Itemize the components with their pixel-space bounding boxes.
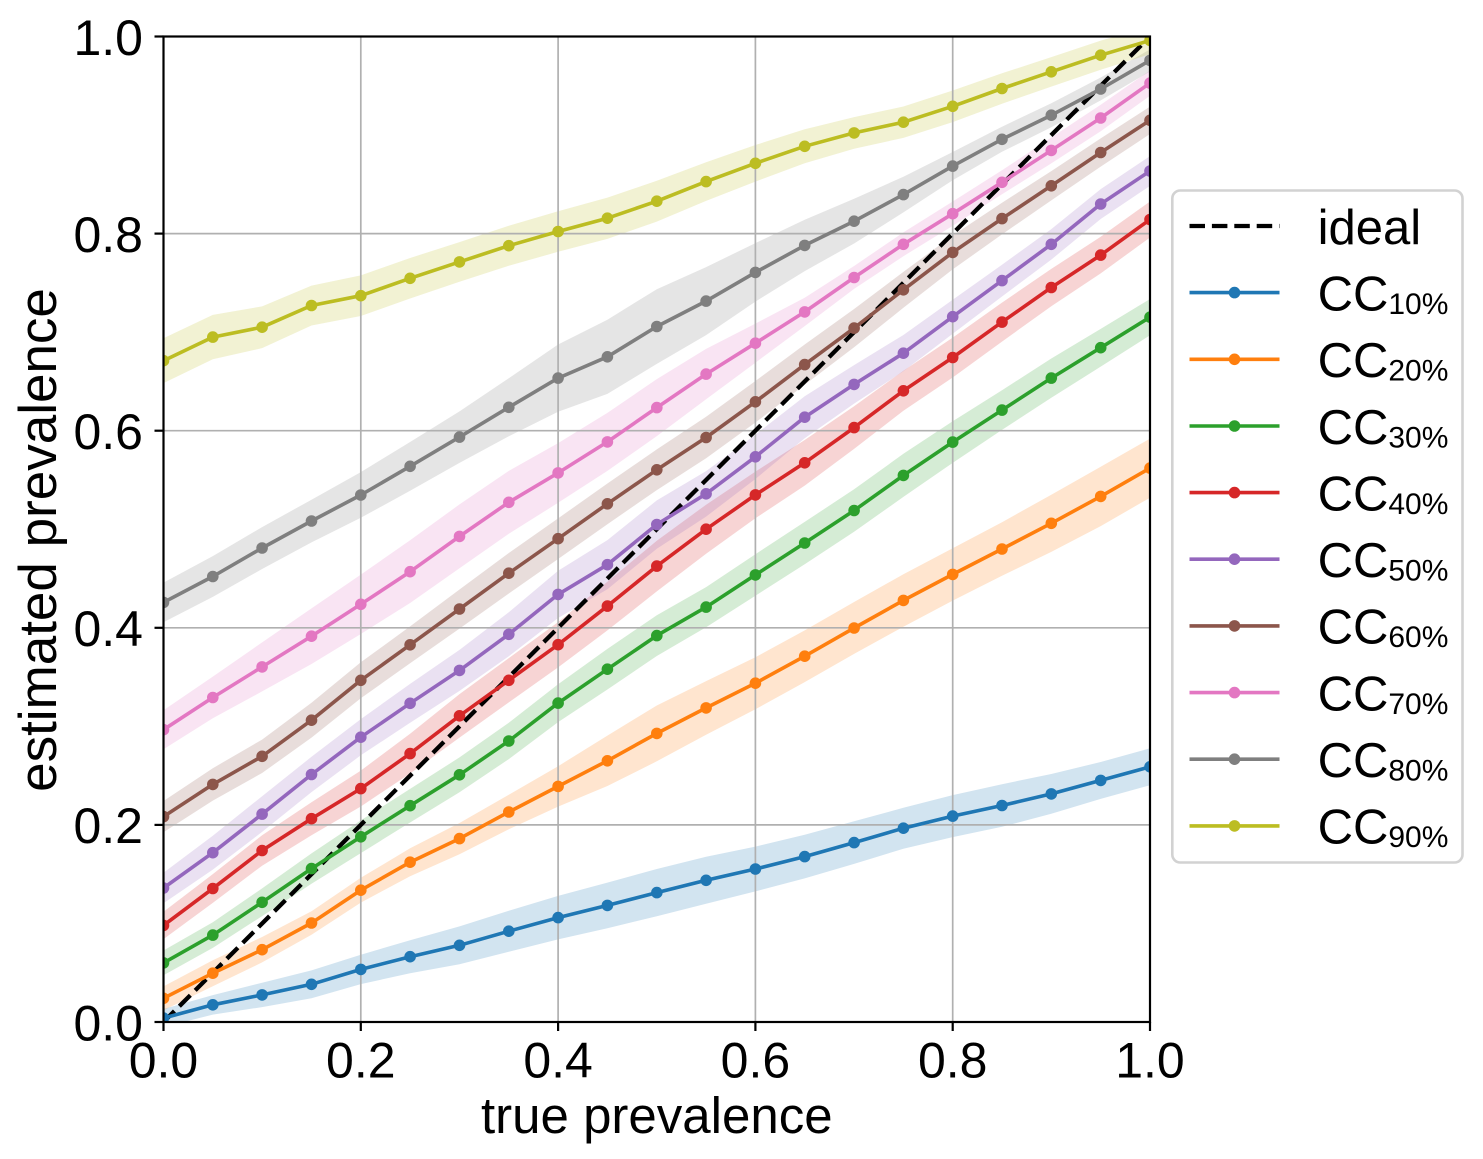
svg-text:0.6: 0.6 [721, 1033, 791, 1089]
svg-text:1.0: 1.0 [73, 10, 143, 66]
svg-text:0.8: 0.8 [73, 207, 143, 263]
svg-text:0.2: 0.2 [73, 798, 143, 854]
svg-text:true prevalence: true prevalence [481, 1087, 833, 1144]
svg-text:1.0: 1.0 [1115, 1033, 1185, 1089]
svg-text:0.8: 0.8 [918, 1033, 988, 1089]
svg-text:0.2: 0.2 [326, 1033, 396, 1089]
svg-text:0.6: 0.6 [73, 404, 143, 460]
svg-text:CC80%: CC80% [1318, 734, 1449, 788]
svg-text:0.4: 0.4 [73, 601, 143, 657]
svg-text:CC90%: CC90% [1318, 801, 1449, 855]
svg-text:estimated prevalence: estimated prevalence [9, 288, 68, 792]
svg-text:ideal: ideal [1318, 201, 1422, 255]
svg-text:0.0: 0.0 [129, 1033, 199, 1089]
svg-text:CC20%: CC20% [1318, 334, 1449, 388]
svg-text:0.0: 0.0 [73, 995, 143, 1051]
svg-text:0.4: 0.4 [523, 1033, 593, 1089]
